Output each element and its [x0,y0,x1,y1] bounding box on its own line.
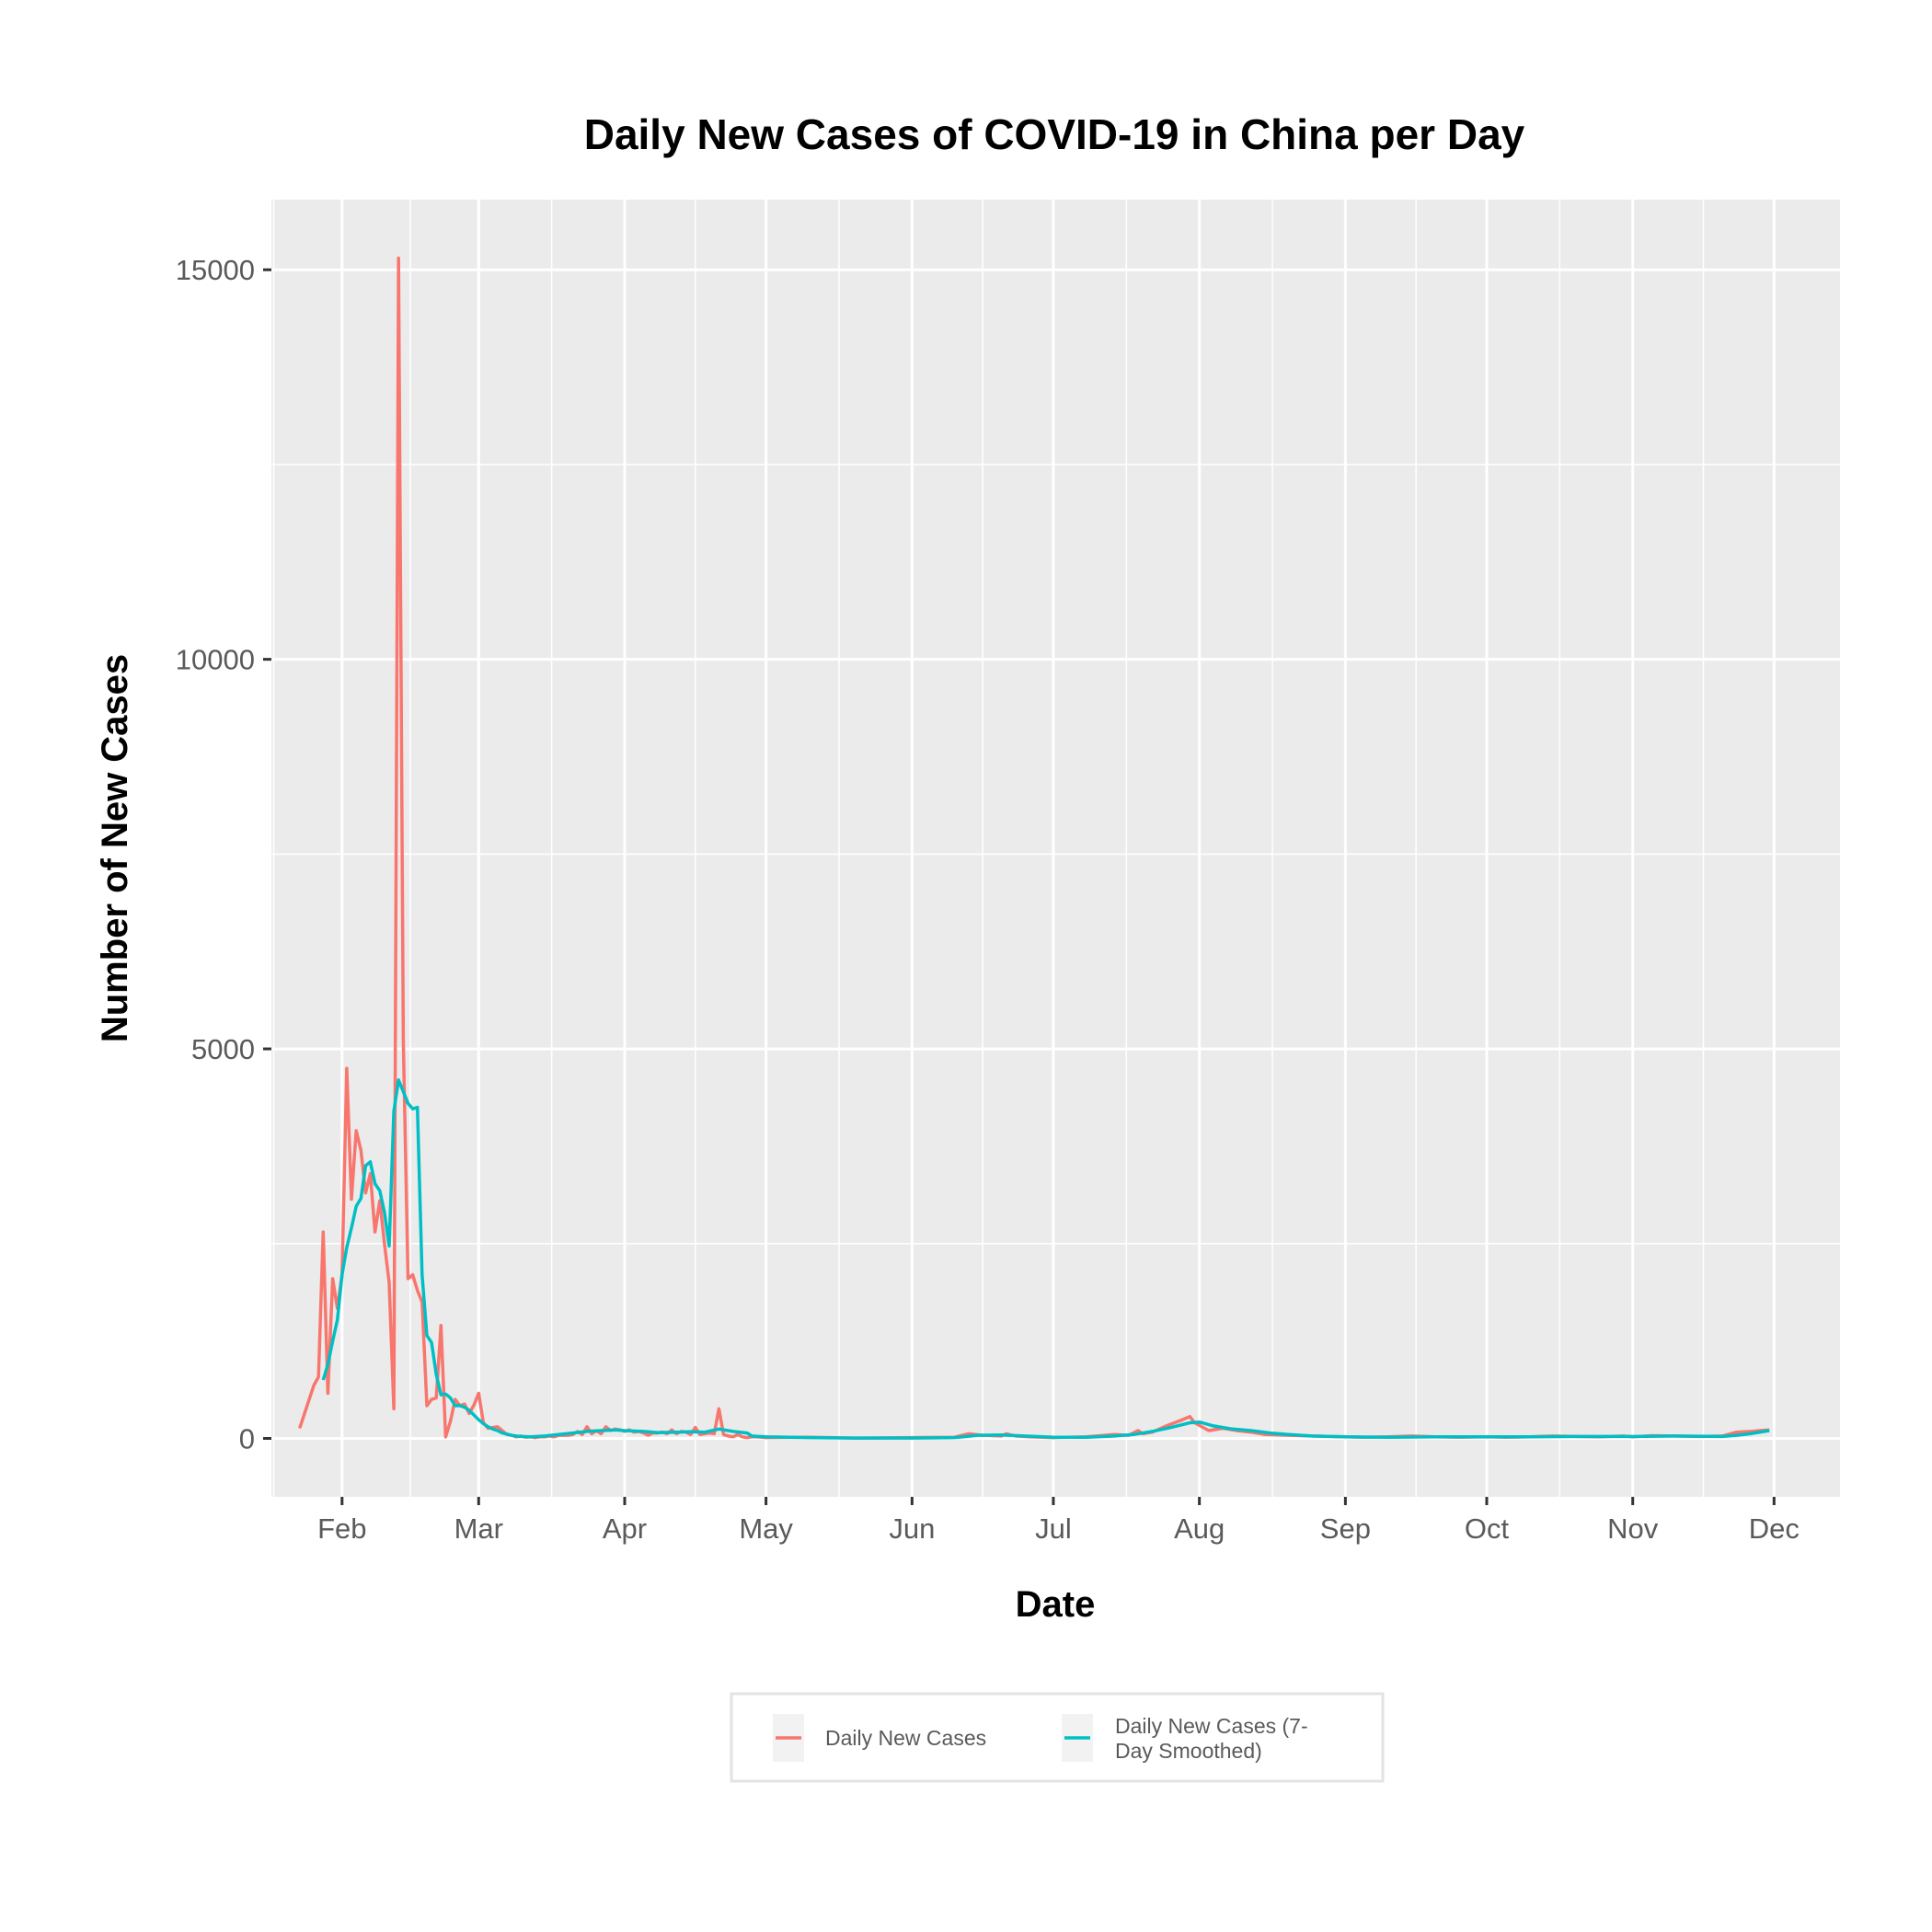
legend-box [730,1692,1385,1783]
x-tick-label: Aug [1174,1512,1225,1545]
legend: Daily New Cases Daily New Cases (7- Day … [730,1692,1385,1783]
legend-label-daily-new-cases: Daily New Cases [825,1726,986,1750]
y-tick-label: 15000 [176,254,255,286]
legend-label-smoothed-line-1: Daily New Cases (7- [1115,1714,1308,1738]
minor-gridlines [271,200,1840,1497]
x-tick-label: Apr [603,1512,647,1545]
legend-label-smoothed-line-2: Day Smoothed) [1115,1739,1262,1763]
x-tick-label: Dec [1749,1512,1800,1545]
chart-title: Daily New Cases of COVID-19 in China per… [584,110,1525,158]
x-tick-label: Sep [1320,1512,1371,1545]
x-tick-label: Nov [1607,1512,1659,1545]
legend-label-smoothed: Daily New Cases (7- Day Smoothed) [1115,1714,1314,1763]
y-tick-label: 10000 [176,644,255,676]
x-tick-label: Feb [317,1512,366,1545]
y-axis-title: Number of New Cases [95,654,135,1042]
y-tick-label: 5000 [191,1033,255,1065]
series-line-1 [321,1078,1770,1440]
x-axis-title: Date [1016,1584,1096,1625]
x-tick-label: Mar [454,1512,503,1545]
x-axis: Feb Mar Apr May Jun Jul Aug Sep Oct Nov Dec [317,1497,1800,1545]
x-tick-label: Jul [1035,1512,1072,1545]
x-tick-label: Oct [1465,1512,1510,1545]
x-tick-label: May [739,1512,793,1545]
y-axis: 0 5000 10000 15000 [176,254,271,1455]
x-tick-label: Jun [889,1512,935,1545]
y-tick-label: 0 [239,1422,255,1455]
plot-panel [271,200,1840,1497]
series-layer [298,256,1770,1440]
